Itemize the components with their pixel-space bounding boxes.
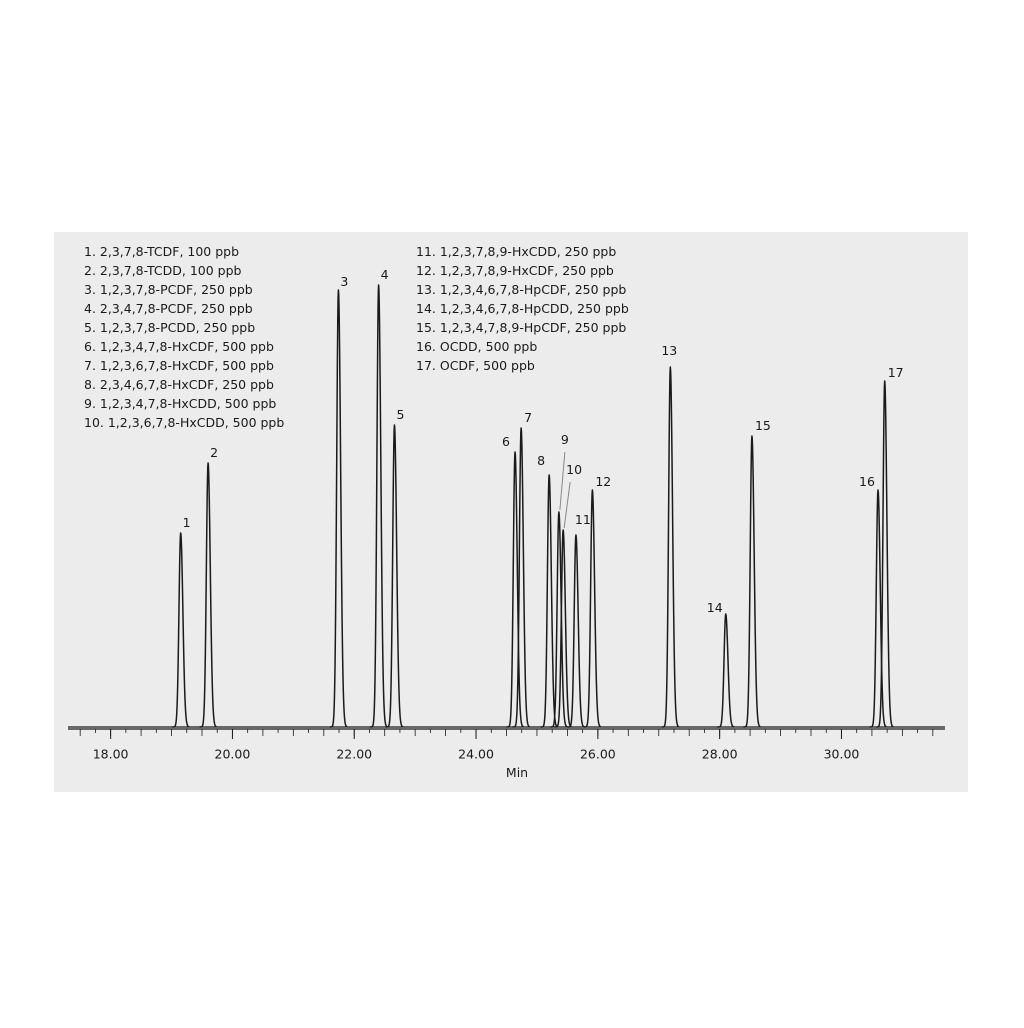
peak xyxy=(506,451,524,728)
legend-entry: 5. 1,2,3,7,8-PCDD, 250 ppb xyxy=(84,320,255,335)
legend-entry: 14. 1,2,3,4,6,7,8-HpCDD, 250 ppb xyxy=(416,301,629,316)
peak xyxy=(566,534,585,728)
peak-label: 10 xyxy=(566,462,582,477)
x-tick-label: 18.00 xyxy=(93,747,129,762)
peak-label: 4 xyxy=(381,267,389,282)
peak xyxy=(385,424,404,728)
legend-entry: 6. 1,2,3,4,7,8-HxCDF, 500 ppb xyxy=(84,339,274,354)
legend-entry: 15. 1,2,3,4,7,8,9-HpCDF, 250 ppb xyxy=(416,320,626,335)
legend-entry: 16. OCDD, 500 ppb xyxy=(416,339,537,354)
peak-label: 9 xyxy=(561,432,569,447)
x-tick-label: 28.00 xyxy=(702,747,738,762)
peak xyxy=(869,489,887,728)
peak xyxy=(199,462,218,728)
legend-entry: 3. 1,2,3,7,8-PCDF, 250 ppb xyxy=(84,282,253,297)
peak xyxy=(716,613,735,728)
x-axis-label: Min xyxy=(506,765,528,780)
peak-label: 15 xyxy=(755,418,771,433)
peak-label: 14 xyxy=(707,600,723,615)
peak-label: 16 xyxy=(859,474,875,489)
peak xyxy=(742,435,761,728)
legend-entry: 2. 2,3,7,8-TCDD, 100 ppb xyxy=(84,263,242,278)
x-tick-label: 22.00 xyxy=(336,747,372,762)
peak-label: 7 xyxy=(524,410,532,425)
peak-label: 3 xyxy=(340,274,348,289)
peak-label: 12 xyxy=(595,474,611,489)
peak-label: 11 xyxy=(575,512,591,527)
legend-entry: 12. 1,2,3,7,8,9-HxCDF, 250 ppb xyxy=(416,263,614,278)
peak xyxy=(512,427,531,728)
peak-label: 5 xyxy=(396,407,404,422)
peak xyxy=(369,284,388,728)
peak-label: 17 xyxy=(888,365,904,380)
legend-entry: 4. 2,3,4,7,8-PCDF, 250 ppb xyxy=(84,301,253,316)
leader-line xyxy=(563,481,571,529)
legend-entry: 7. 1,2,3,6,7,8-HxCDF, 500 ppb xyxy=(84,358,274,373)
leader-line xyxy=(559,451,566,511)
peak-label: 2 xyxy=(210,445,218,460)
peak xyxy=(583,489,602,728)
x-tick-label: 26.00 xyxy=(580,747,616,762)
peak-label: 6 xyxy=(502,434,510,449)
peak xyxy=(549,511,568,728)
x-tick-label: 24.00 xyxy=(458,747,494,762)
peak-label: 13 xyxy=(661,343,677,358)
legend-entry: 13. 1,2,3,4,6,7,8-HpCDF, 250 ppb xyxy=(416,282,626,297)
legend-entry: 9. 1,2,3,4,7,8-HxCDD, 500 ppb xyxy=(84,396,276,411)
legend-entry: 10. 1,2,3,6,7,8-HxCDD, 500 ppb xyxy=(84,415,284,430)
peak xyxy=(554,529,573,728)
peak xyxy=(875,380,894,728)
x-tick-label: 30.00 xyxy=(824,747,860,762)
legend-entry: 11. 1,2,3,7,8,9-HxCDD, 250 ppb xyxy=(416,244,616,259)
x-tick-label: 20.00 xyxy=(215,747,251,762)
legend-entry: 1. 2,3,7,8-TCDF, 100 ppb xyxy=(84,244,239,259)
legend-entry: 8. 2,3,4,6,7,8-HxCDF, 250 ppb xyxy=(84,377,274,392)
legend-entry: 17. OCDF, 500 ppb xyxy=(416,358,535,373)
peak xyxy=(661,366,680,728)
peak xyxy=(329,289,348,728)
peak-label: 1 xyxy=(183,515,191,530)
peak xyxy=(171,532,190,728)
peak-label: 8 xyxy=(537,453,545,468)
